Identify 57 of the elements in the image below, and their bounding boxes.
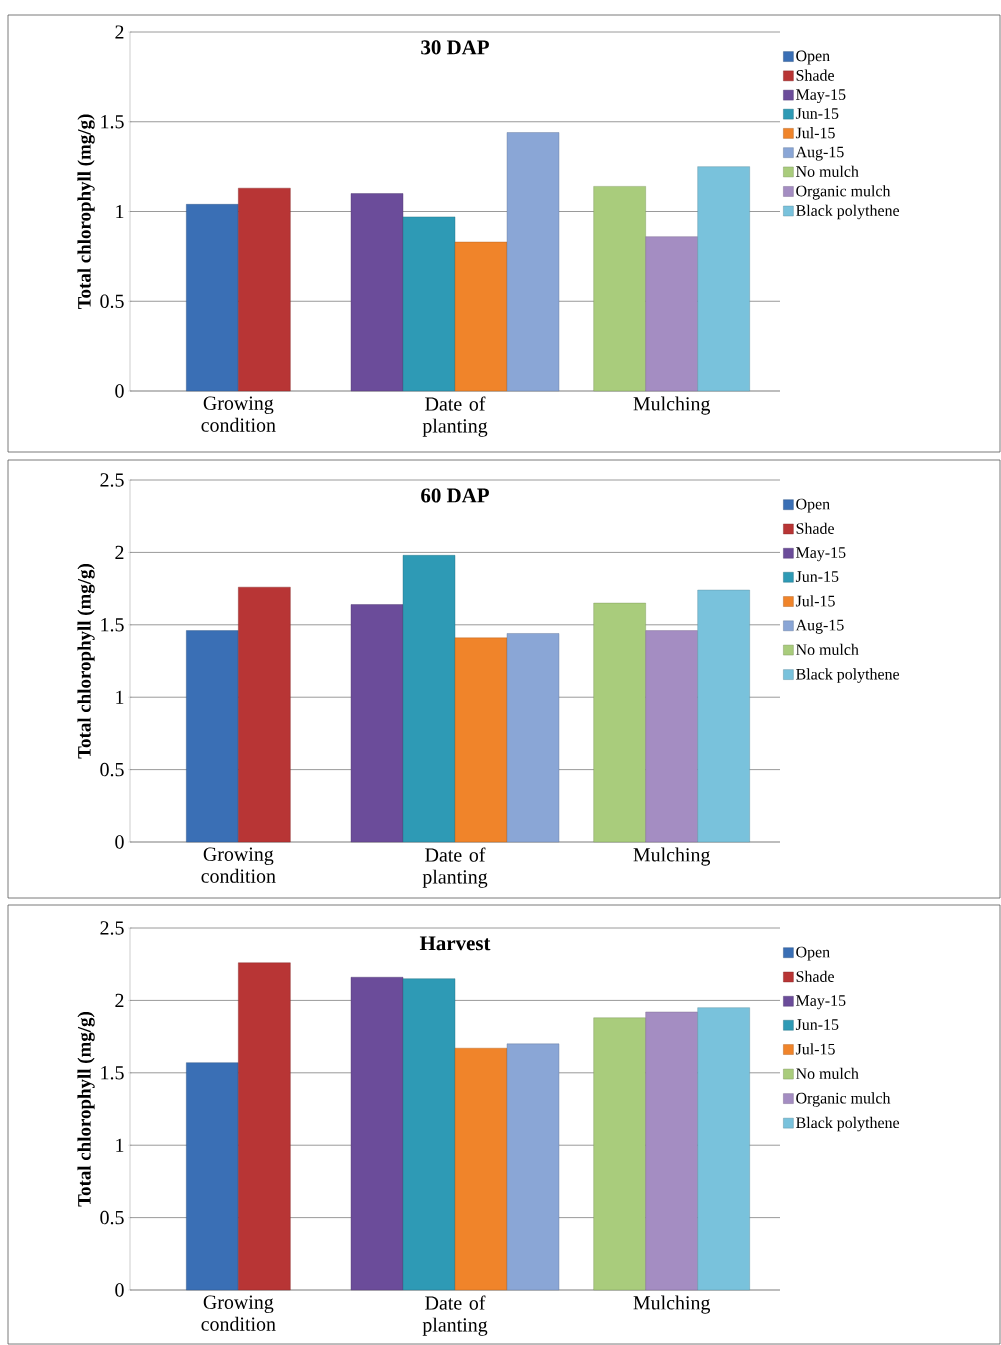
legend-label: Open <box>796 50 830 65</box>
y-tick-label: 2.5 <box>100 921 124 935</box>
x-tick-label: Date of planting <box>422 1295 488 1336</box>
legend-label: Organic mulch <box>796 185 891 200</box>
legend-label: Open <box>796 946 830 961</box>
legend-label: May-15 <box>796 89 846 104</box>
y-tick-label: 1.5 <box>101 115 124 129</box>
legend-label: Black polythene <box>796 668 900 683</box>
y-tick-label: 2 <box>115 25 124 39</box>
legend-label: May-15 <box>796 547 846 562</box>
x-tick-label: Growing condition <box>201 1295 276 1331</box>
legend-label: Jun-15 <box>795 571 839 582</box>
y-tick-label: 1.5 <box>101 1066 124 1080</box>
x-tick-label: Growing condition <box>201 847 276 883</box>
legend-label: Jul-15 <box>795 127 835 139</box>
y-tick-label: 1 <box>116 1138 124 1152</box>
legend-label: Open <box>796 498 830 513</box>
y-tick-label: 2 <box>115 993 124 1008</box>
y-tick-label: 2.5 <box>100 473 124 487</box>
y-axis-title: Total chlorophyll (mg/g) <box>77 1012 95 1207</box>
legend-label: Jun-15 <box>795 108 839 119</box>
legend-label: No mulch <box>796 165 859 177</box>
y-tick-label: 1.5 <box>101 618 124 632</box>
x-tick-label: Mulching <box>633 847 711 866</box>
x-tick-label: Date of planting <box>422 847 488 888</box>
y-tick-label: 0.5 <box>100 1210 124 1225</box>
legend-label: Shade <box>796 970 834 982</box>
y-tick-label: 0 <box>115 384 124 398</box>
y-tick-label: 0 <box>115 1283 124 1297</box>
y-tick-label: 1 <box>116 690 124 704</box>
y-axis-title: Total chlorophyll (mg/g) <box>77 564 95 759</box>
legend-label: Black polythene <box>796 204 900 220</box>
y-tick-label: 0.5 <box>100 762 124 777</box>
legend-label: Shade <box>796 69 834 81</box>
legend-label: May-15 <box>796 995 846 1010</box>
legend-label: No mulch <box>796 643 859 656</box>
y-tick-label: 0.5 <box>100 294 124 309</box>
legend-label: Black polythene <box>796 1116 900 1132</box>
legend-label: Jun-15 <box>795 1019 839 1030</box>
x-tick-label: Growing condition <box>201 396 276 432</box>
legend-label: Jul-15 <box>795 1043 835 1055</box>
y-axis-title: Total chlorophyll (mg/g) <box>77 114 95 310</box>
y-tick-label: 1 <box>116 204 124 219</box>
y-tick-label: 0 <box>115 835 124 849</box>
legend-label: Aug-15 <box>795 146 844 161</box>
legend-label: Jul-15 <box>795 595 835 607</box>
legend-label: No mulch <box>796 1067 859 1080</box>
x-tick-label: Mulching <box>633 396 711 415</box>
y-tick-label: 2 <box>115 545 124 560</box>
chart-title: Harvest <box>419 936 491 951</box>
chart-title: 60 DAP <box>421 488 489 503</box>
legend-label: Organic mulch <box>796 1092 891 1107</box>
x-tick-label: Mulching <box>633 1295 711 1314</box>
x-tick-label: Date of planting <box>422 396 488 437</box>
legend-label: Aug-15 <box>795 619 844 634</box>
legend-label: Shade <box>796 522 834 534</box>
chart-title: 30 DAP <box>421 40 489 55</box>
